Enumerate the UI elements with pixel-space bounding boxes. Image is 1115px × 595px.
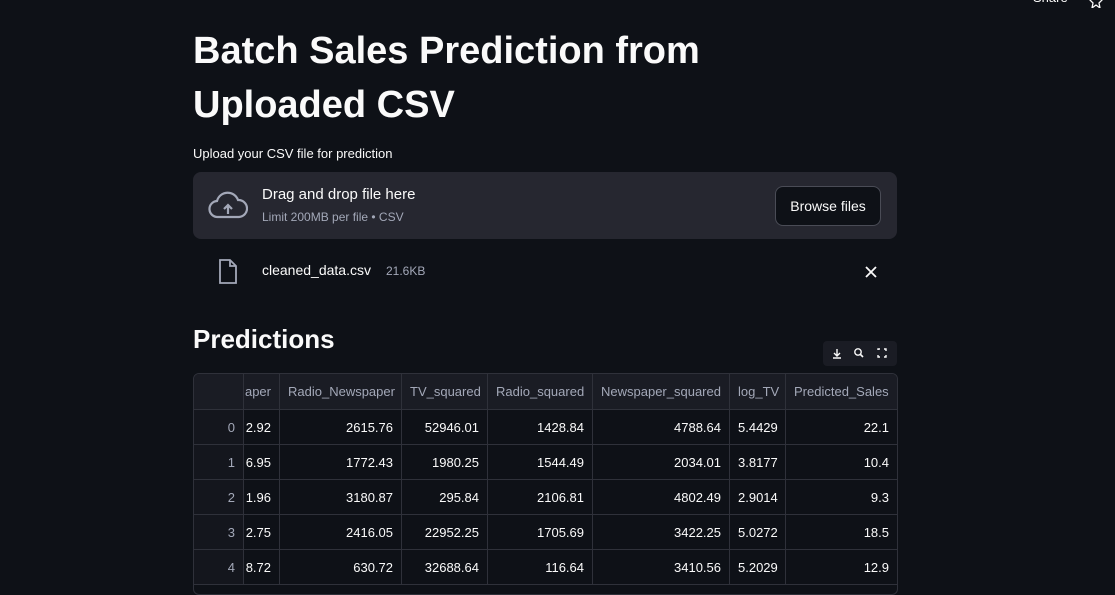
table-cell: 2034.01	[593, 445, 730, 480]
row-index: 4	[194, 550, 244, 585]
remove-file[interactable]	[864, 265, 878, 279]
column-header: TV_squared	[402, 374, 488, 410]
browse-button[interactable]: Browse files	[775, 186, 881, 226]
star-icon[interactable]	[1088, 0, 1104, 8]
file-icon	[219, 259, 237, 284]
table-cell: 2416.05	[280, 515, 402, 550]
row-index: 0	[194, 410, 244, 445]
column-header: log_TV	[730, 374, 786, 410]
column-header: Newspaper_squared	[593, 374, 730, 410]
column-header: Predicted_Sales	[786, 374, 897, 410]
table-cell: 3.8177	[730, 445, 786, 480]
table-cell: 630.72	[280, 550, 402, 585]
limit-text: Limit 200MB per file • CSV	[262, 210, 404, 224]
table-cell: 52946.01	[402, 410, 488, 445]
toolbar-icons[interactable]	[823, 341, 897, 366]
table-cell: 5.2029	[730, 550, 786, 585]
section-header: Predictions	[193, 324, 335, 354]
uploader-label: Upload your CSV file for prediction	[193, 146, 393, 161]
drop-text: Drag and drop file here	[262, 186, 416, 203]
row-index: 3	[194, 515, 244, 550]
table-cell: 3180.87	[280, 480, 402, 515]
page-title: Batch Sales Prediction from Uploaded CSV	[193, 30, 700, 126]
column-header: Radio_Newspaper	[280, 374, 402, 410]
table-cell: 4802.49	[593, 480, 730, 515]
table-cell: 22.1	[786, 410, 897, 445]
table-cell: 8.72	[244, 550, 280, 585]
table-cell: 2.75	[244, 515, 280, 550]
table-cell: 1980.25	[402, 445, 488, 480]
table-cell: 116.64	[488, 550, 593, 585]
table-cell: 6.95	[244, 445, 280, 480]
row-index: 1	[194, 445, 244, 480]
data-table[interactable]: aper Radio_Newspaper TV_squared Radio_squar…	[193, 373, 898, 595]
table-cell: 22952.25	[402, 515, 488, 550]
table-cell: 2.9014	[730, 480, 786, 515]
column-header: aper	[244, 374, 280, 410]
cloud-icon	[208, 191, 248, 219]
table-cell: 1705.69	[488, 515, 593, 550]
file-size: 21.6KB	[386, 264, 426, 278]
table-cell: 2.92	[244, 410, 280, 445]
table-cell: 3422.25	[593, 515, 730, 550]
table-cell: 18.5	[786, 515, 897, 550]
table-cell: 5.0272	[730, 515, 786, 550]
table-cell: 12.9	[786, 550, 897, 585]
page: Share Batch Sales Prediction from Upload…	[193, 0, 1104, 595]
table-cell: 295.84	[402, 480, 488, 515]
index-header	[194, 374, 244, 410]
table-cell: 5.4429	[730, 410, 786, 445]
table-cell: 1.96	[244, 480, 280, 515]
table-cell: 2106.81	[488, 480, 593, 515]
share-button[interactable]: Share	[1033, 0, 1068, 5]
table-cell: 32688.64	[402, 550, 488, 585]
table-cell: 1428.84	[488, 410, 593, 445]
table-cell: 9.3	[786, 480, 897, 515]
table-cell: 10.4	[786, 445, 897, 480]
table-cell: 1544.49	[488, 445, 593, 480]
file-name: cleaned_data.csv	[262, 262, 371, 278]
table-toolbar	[823, 341, 897, 366]
row-index: 2	[194, 480, 244, 515]
table-cell: 1772.43	[280, 445, 402, 480]
column-header: Radio_squared	[488, 374, 593, 410]
table-cell: 2615.76	[280, 410, 402, 445]
table-cell: 4788.64	[593, 410, 730, 445]
table-cell: 3410.56	[593, 550, 730, 585]
